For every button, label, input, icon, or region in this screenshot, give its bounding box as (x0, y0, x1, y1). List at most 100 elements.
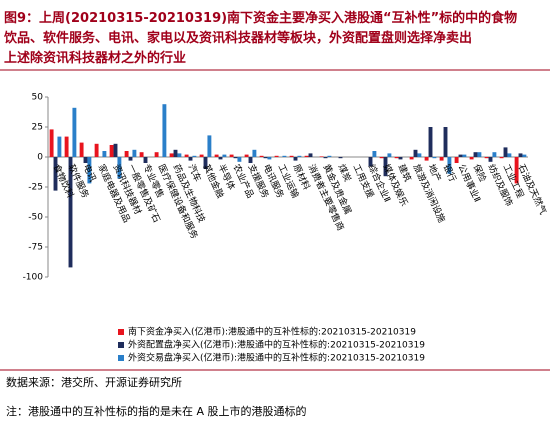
bar (454, 157, 459, 163)
bar (259, 155, 264, 157)
bar (297, 155, 302, 157)
bar (237, 157, 242, 162)
bar (252, 149, 257, 157)
bar (113, 143, 118, 157)
bar (379, 157, 384, 159)
bar (387, 153, 392, 157)
bar (417, 153, 422, 157)
bar (274, 155, 279, 157)
bar (244, 154, 249, 157)
bar (289, 155, 294, 157)
bar (218, 157, 223, 160)
bar (169, 153, 174, 157)
bar (207, 135, 212, 157)
bar (394, 157, 399, 159)
legend-swatch (118, 342, 124, 348)
bar (102, 151, 107, 157)
bar (473, 152, 478, 157)
bar (109, 145, 114, 157)
bar (503, 147, 508, 157)
bar (94, 143, 99, 157)
bar (432, 157, 437, 159)
bar (469, 157, 474, 160)
bar (267, 157, 272, 160)
bar (492, 152, 497, 157)
bar (477, 152, 482, 157)
bar (443, 127, 448, 157)
bar (488, 157, 493, 162)
bar (233, 157, 238, 159)
bar (124, 151, 129, 157)
bar (484, 157, 489, 159)
bar (64, 136, 69, 157)
legend-swatch (118, 355, 124, 361)
bar (128, 157, 133, 161)
legend-label: 南下资金净买入(亿港币):港股通中的互补性标的:20210315-2021031… (128, 326, 416, 338)
bar (293, 157, 298, 161)
bar (132, 149, 137, 157)
bar (263, 157, 268, 159)
bar (518, 153, 523, 157)
bar (383, 157, 388, 177)
bar (177, 153, 182, 157)
bar (79, 142, 84, 157)
bar (514, 157, 519, 184)
bar (214, 154, 219, 157)
bar (87, 157, 92, 184)
bar (323, 157, 328, 159)
bar (372, 151, 377, 157)
bar (319, 156, 324, 157)
bar (462, 154, 467, 157)
bar (143, 157, 148, 163)
bar (229, 154, 234, 157)
chart-title: 图9：上周(20210315-20210319)南下资金主要净买入港股通“互补性… (4, 10, 517, 26)
bar (424, 157, 429, 161)
bar (248, 157, 253, 163)
bar (199, 154, 204, 157)
bar (338, 157, 343, 159)
y-tick-label: -100 (23, 273, 44, 283)
bar (49, 129, 54, 157)
bar (327, 155, 332, 157)
y-tick-label: 25 (32, 123, 43, 133)
legend-label: 外资交易盘净买入(亿港币):港股通中的互补性标的:20210315-202103… (128, 352, 425, 364)
bar (162, 104, 167, 157)
bar (439, 157, 444, 161)
bar (304, 155, 309, 157)
bar (413, 149, 418, 157)
bar (222, 154, 227, 157)
source: 数据来源：港交所、开源证券研究所 (6, 375, 182, 389)
bar (184, 154, 189, 157)
y-tick-label: -50 (28, 213, 43, 223)
bar (188, 157, 193, 161)
bar (282, 155, 287, 157)
note: 注：港股通中的互补性标的指的是未在 A 股上市的港股通标的 (6, 404, 307, 418)
bar (154, 152, 159, 157)
bar (173, 149, 178, 157)
bar (409, 157, 414, 160)
bar (68, 157, 73, 268)
bar (203, 157, 208, 169)
y-tick-label: -75 (28, 243, 43, 253)
legend-label: 外资配置盘净买入(亿港币):港股通中的互补性标的:20210315-202103… (128, 339, 425, 351)
bar (53, 157, 58, 191)
y-tick-label: 50 (32, 93, 44, 103)
chart-title: 饮品、软件服务、电讯、家电以及资讯科技器材等板块，外资配置盘则选择净卖出 (3, 30, 472, 46)
bar (83, 157, 88, 163)
x-tick-label: 银行 (441, 162, 459, 183)
bar (192, 155, 197, 157)
bar (428, 127, 433, 157)
bar (139, 152, 144, 157)
y-tick-label: 0 (37, 153, 43, 163)
bar (398, 157, 403, 160)
bar (117, 157, 122, 179)
bar (308, 153, 313, 157)
bar (458, 154, 463, 157)
y-tick-label: -25 (28, 183, 43, 193)
bar (368, 157, 373, 167)
bar (57, 136, 62, 157)
chart-title: 上述除资讯科技器材之外的行业 (4, 50, 186, 66)
bar (447, 157, 452, 174)
